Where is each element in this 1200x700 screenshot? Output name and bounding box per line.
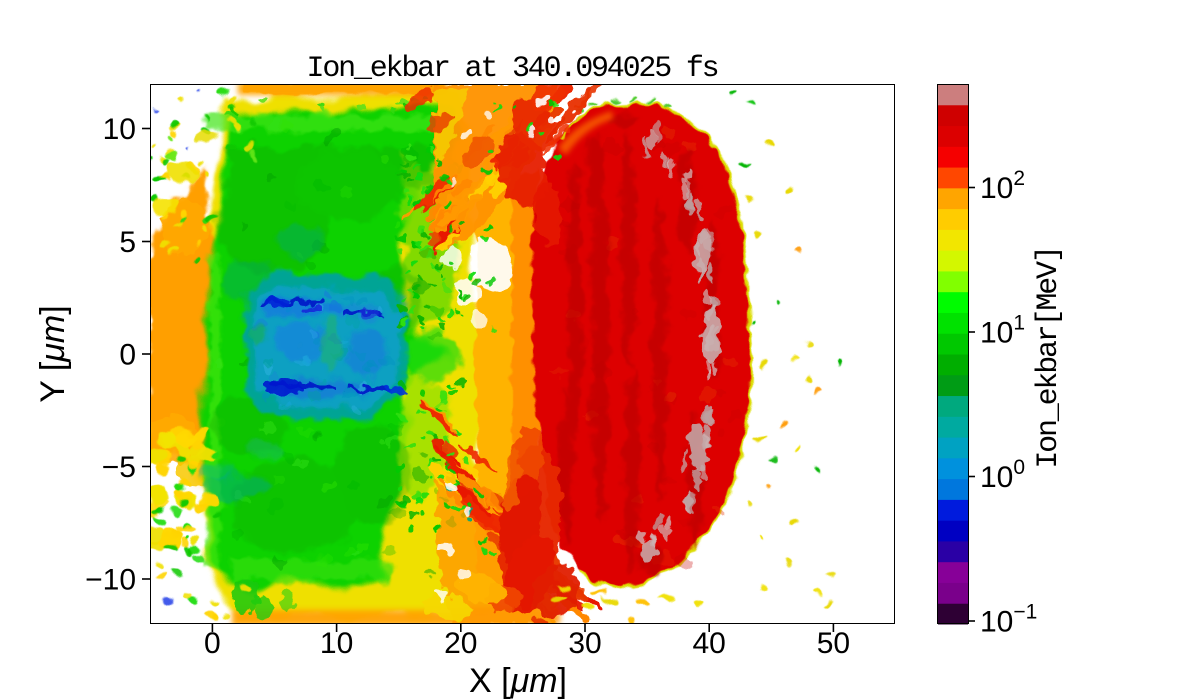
svg-text:50: 50: [817, 627, 850, 660]
svg-text:Ion_ekbar at 340.094025 fs: Ion_ekbar at 340.094025 fs: [307, 52, 718, 86]
svg-text:Ion_ekbar[MeV]: Ion_ekbar[MeV]: [1032, 247, 1066, 468]
svg-text:−10: −10: [85, 564, 136, 597]
svg-text:−5: −5: [102, 451, 136, 484]
svg-text:5: 5: [119, 226, 136, 259]
svg-text:30: 30: [568, 627, 601, 660]
svg-text:102: 102: [980, 167, 1025, 205]
svg-text:X [μm]: X [μm]: [469, 662, 567, 700]
svg-text:10: 10: [103, 113, 136, 146]
svg-text:100: 100: [980, 456, 1025, 494]
svg-text:0: 0: [119, 339, 136, 372]
svg-text:Y [μm]: Y [μm]: [34, 305, 72, 402]
svg-text:40: 40: [693, 627, 726, 660]
svg-text:20: 20: [444, 627, 477, 660]
svg-text:101: 101: [980, 312, 1025, 350]
svg-text:10−1: 10−1: [980, 601, 1037, 639]
svg-text:10: 10: [320, 627, 353, 660]
svg-text:0: 0: [204, 627, 221, 660]
